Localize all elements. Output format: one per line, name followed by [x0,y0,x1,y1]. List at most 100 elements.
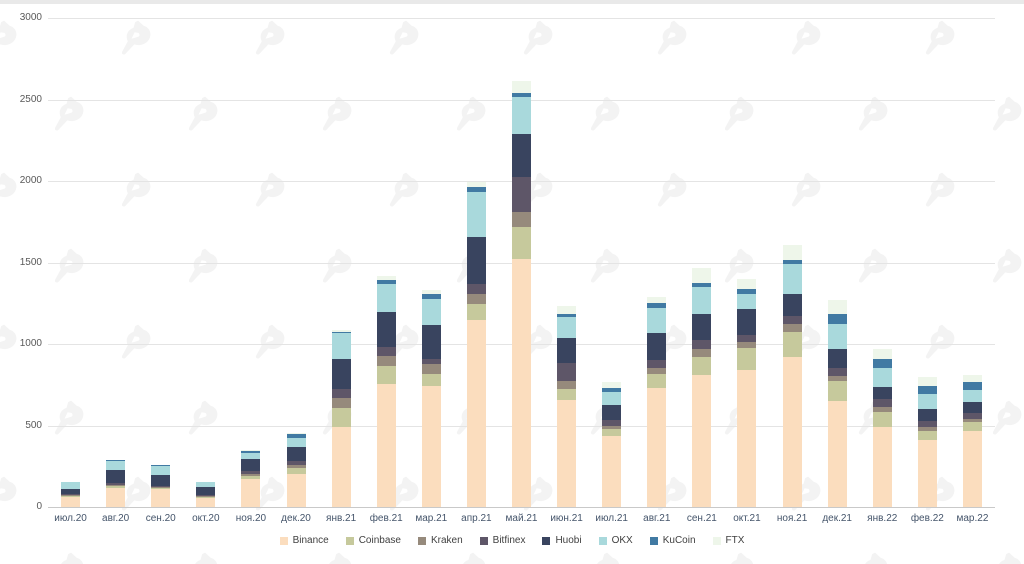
bar-segment-kucoin [106,459,126,461]
x-tick-label: июн.21 [550,513,583,524]
bar-segment-bitfinex [692,340,712,349]
bar-segment-kucoin [512,92,531,97]
legend-label: KuCoin [662,535,696,546]
bar-segment-kucoin [872,359,892,368]
bar-segment-binance [647,387,667,507]
forklog-logo-icon [988,551,1024,564]
window-top-edge [0,0,1024,4]
legend-swatch-icon [712,536,721,545]
bar-segment-ftx [962,374,982,383]
bar-segment-huobi [466,236,486,285]
legend-swatch-icon [598,536,607,545]
bar-segment-kraken [737,342,757,349]
bar-segment-kucoin [962,382,982,391]
bar-segment-kraken [151,487,171,488]
bar-segment-kucoin [331,331,351,334]
legend-item-okx: OKX [598,535,633,546]
forklog-logo-icon [318,551,354,564]
bar-segment-ftx [512,80,531,93]
bar-segment-huobi [557,337,577,364]
bar-segment-coinbase [151,487,171,490]
bar-segment-kucoin [737,289,757,294]
legend-swatch-icon [345,536,354,545]
stacked-bar-фев.22 [917,376,937,507]
bar-segment-okx [331,333,351,360]
x-tick-label: янв.22 [867,513,898,524]
bar-segment-ftx [782,244,802,260]
forklog-logo-icon [184,551,220,564]
x-tick-label: сен.20 [145,513,176,524]
bar-segment-okx [421,298,441,326]
x-tick-label: авг.20 [102,513,130,524]
x-tick-label: ноя.21 [776,513,808,524]
x-tick-label: окт.21 [733,513,761,524]
bar-segment-okx [737,293,757,310]
bar-segment-bitfinex [376,347,396,356]
stacked-bar-фев.21 [376,276,396,507]
legend-label: Binance [292,535,329,546]
bar-segment-okx [557,317,577,338]
x-tick-label: сен.21 [686,513,717,524]
bar-segment-okx [61,482,81,490]
bar-segment-bitfinex [737,335,757,343]
bar-segment-ftx [647,296,667,304]
plot-area [48,18,995,508]
bar-segment-coinbase [602,429,622,436]
x-tick-label: мар.21 [415,513,448,524]
bar-segment-bitfinex [286,460,306,465]
bar-segment-huobi [106,470,126,483]
bar-segment-kraken [647,368,667,375]
bar-segment-bitfinex [331,389,351,399]
bar-segment-coinbase [106,485,126,488]
y-tick-label: 500 [25,419,42,431]
bar-segment-bitfinex [106,482,126,485]
legend-swatch-icon [542,536,551,545]
bar-segment-bitfinex [827,367,847,376]
x-tick-label: окт.20 [192,513,220,524]
bar-segment-okx [692,286,712,314]
bar-segment-okx [872,367,892,388]
bar-segment-binance [286,473,306,507]
bar-segment-binance [376,383,396,507]
bar-segment-binance [557,400,577,507]
bar-segment-coinbase [962,422,982,431]
bar-segment-kraken [466,294,486,305]
legend-label: Kraken [430,535,463,546]
forklog-logo-icon [50,551,86,564]
bar-segment-huobi [872,387,892,400]
legend-item-coinbase: Coinbase [345,535,401,546]
stacked-bar-окт.20 [196,481,216,507]
gridline [48,18,995,19]
bar-segment-binance [512,259,531,507]
x-tick-label: янв.21 [326,513,357,524]
bar-segment-okx [151,465,171,476]
bar-segment-okx [827,323,847,349]
stacked-bar-окт.21 [737,278,757,507]
bar-segment-okx [196,481,216,488]
bar-segment-coinbase [196,497,216,499]
forklog-logo-icon [586,551,622,564]
forklog-logo-icon [720,551,756,564]
legend-item-ftx: FTX [712,535,744,546]
bar-segment-ftx [827,300,847,314]
bar-segment-binance [466,319,486,507]
bar-segment-bitfinex [602,419,622,426]
bar-segment-kucoin [557,314,577,318]
bar-segment-bitfinex [872,399,892,408]
x-axis-line [48,507,995,508]
bar-segment-bitfinex [61,493,81,496]
bar-segment-ftx [692,267,712,283]
chart-legend: Binance Coinbase Kraken Bitfinex Huobi OKX KuC… [0,535,1024,546]
bar-segment-kraken [331,398,351,408]
bar-segment-coinbase [61,495,81,497]
bar-segment-okx [917,394,937,410]
stacked-bar-дек.21 [827,300,847,507]
bar-segment-binance [106,487,126,507]
bar-segment-coinbase [647,374,667,388]
bar-segment-huobi [512,134,531,178]
legend-item-binance: Binance [279,535,329,546]
bar-segment-kucoin [782,259,802,265]
bar-segment-bitfinex [241,470,261,474]
bar-segment-huobi [286,446,306,461]
bar-segment-binance [782,357,802,507]
